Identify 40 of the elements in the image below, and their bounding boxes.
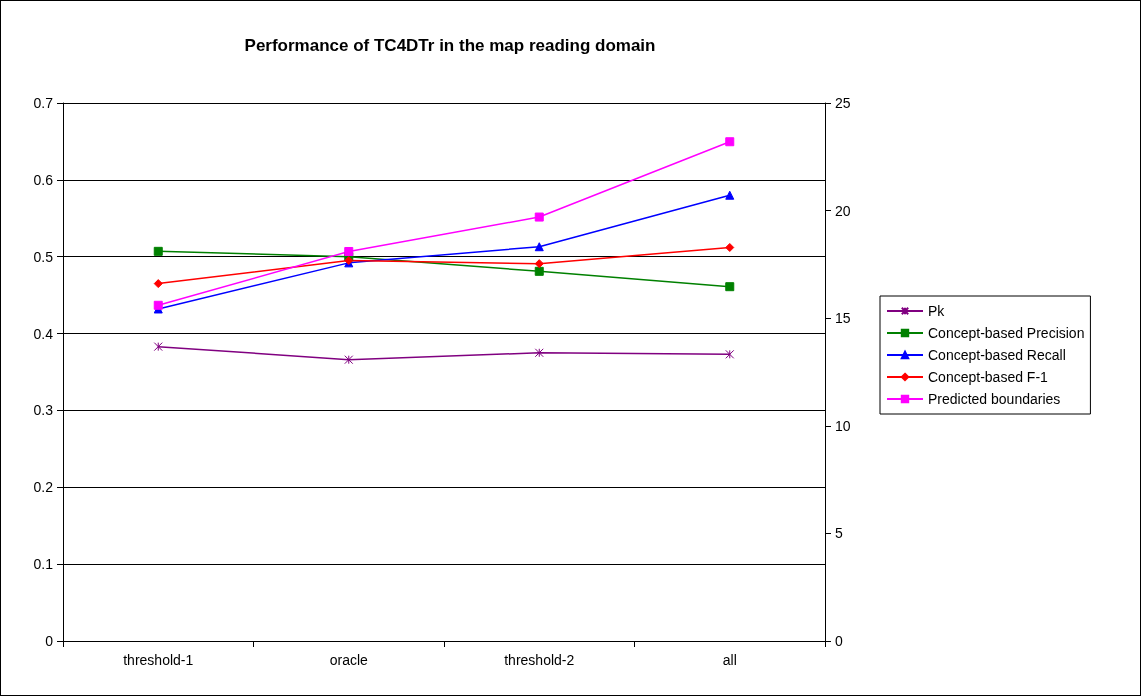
legend-label: Pk [928,303,946,319]
legend-label: Concept-based Precision [928,325,1085,341]
point [725,349,735,359]
x-tick-label: all [722,652,737,668]
point [725,190,735,200]
y2-tick-label: 20 [835,202,851,219]
y-tick-label: 0.7 [33,95,54,111]
point [534,348,544,358]
y-tick-label: 0.4 [33,325,54,342]
y-tick-label: 0.3 [33,402,54,419]
y-tick-label: 0.1 [33,556,54,573]
point [534,259,544,269]
point [344,246,354,256]
point [153,300,163,310]
point [153,279,163,289]
point [725,242,735,252]
legend-label: Concept-based F-1 [928,369,1049,385]
y2-tick-label: 25 [835,95,851,111]
legend-label: Predicted boundaries [928,391,1061,407]
point [725,282,735,292]
y-tick-label: 0.2 [33,479,54,496]
y-tick-label: 0.5 [33,248,54,265]
x-tick-label: oracle [329,652,369,668]
point [534,212,544,222]
y2-tick-label: 0 [835,633,843,649]
legend-label: Concept-based Recall [928,347,1066,363]
point [534,266,544,276]
x-tick-label: threshold-1 [123,652,194,668]
point [153,246,163,256]
chart-title: Performance of TC4DTr in the map reading domain [244,36,656,55]
y-tick-label: 0 [45,633,54,649]
point [153,342,163,352]
y2-tick-label: 10 [835,417,851,434]
point [725,137,735,147]
y2-tick-label: 15 [835,310,851,327]
x-tick-label: threshold-2 [504,652,575,668]
point [534,242,544,252]
y-tick-label: 0.6 [33,171,54,188]
y2-tick-label: 5 [835,525,843,542]
point [344,355,354,365]
